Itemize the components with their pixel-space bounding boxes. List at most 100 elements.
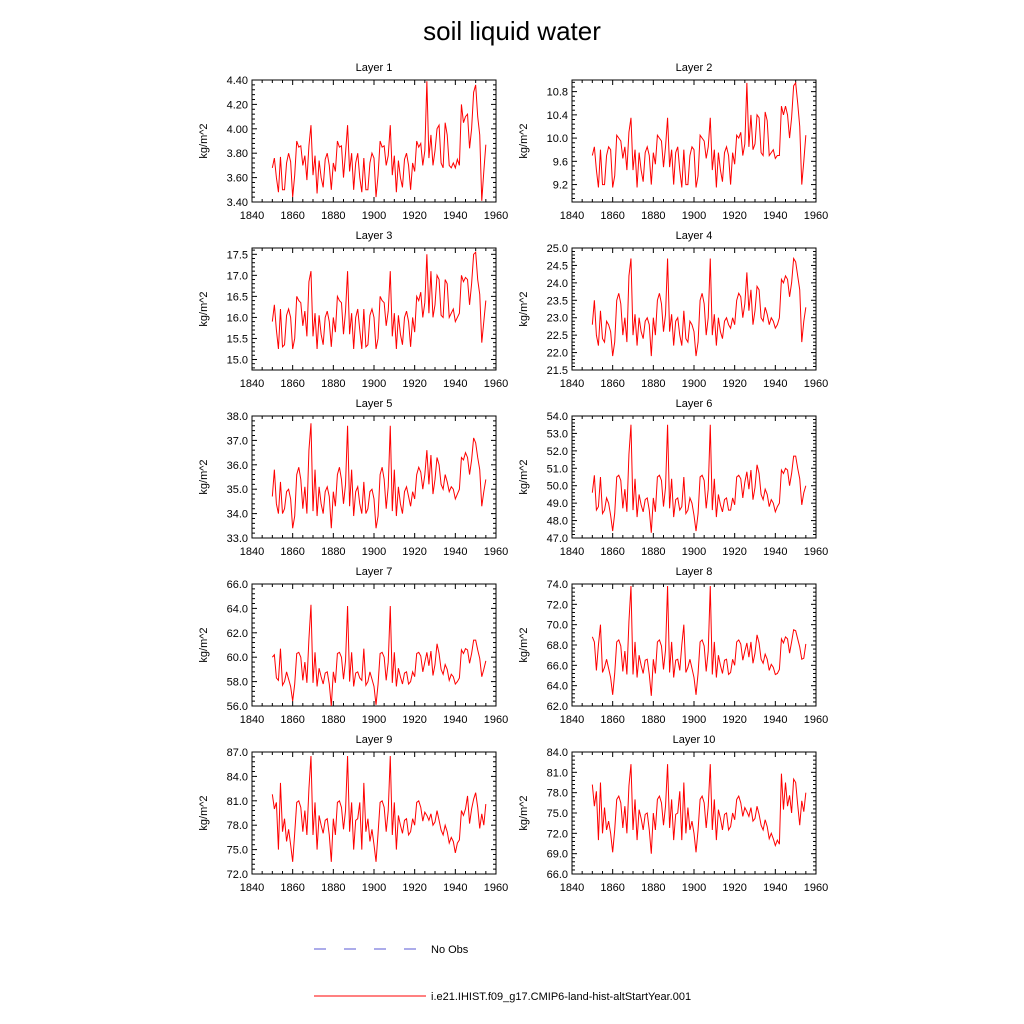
y-tick-label: 66.0: [547, 660, 568, 672]
y-axis-label: kg/m^2: [198, 291, 210, 326]
y-axis-label: kg/m^2: [198, 627, 210, 662]
y-tick-label: 48.0: [547, 516, 568, 528]
y-tick-label: 72.0: [547, 828, 568, 840]
panel-title: Layer 4: [676, 230, 713, 242]
panel-layer-8: Layer 8 kg/m^2 1840 1860 1880 1900 1920 1940 196…: [518, 566, 828, 726]
y-tick-label: 38.0: [227, 411, 248, 423]
y-tick-label: 58.0: [227, 677, 248, 689]
y-tick-label: 72.0: [227, 869, 248, 881]
x-tick-label: 1840: [240, 378, 264, 390]
y-tick-label: 3.40: [227, 197, 248, 209]
series-line: [591, 586, 807, 696]
x-tick-label: 1920: [402, 714, 426, 726]
x-tick-label: 1920: [722, 210, 746, 222]
y-tick-label: 51.0: [547, 463, 568, 475]
series-line: [591, 81, 807, 188]
y-tick-label: 16.5: [227, 291, 248, 303]
y-tick-label: 66.0: [547, 869, 568, 881]
x-tick-label: 1960: [804, 210, 828, 222]
x-tick-label: 1940: [443, 378, 467, 390]
y-tick-label: 22.0: [547, 348, 568, 360]
x-tick-label: 1940: [763, 714, 787, 726]
y-tick-label: 3.80: [227, 148, 248, 160]
y-tick-label: 81.0: [547, 767, 568, 779]
y-tick-label: 68.0: [547, 640, 568, 652]
x-tick-label: 1860: [280, 546, 304, 558]
x-tick-label: 1900: [682, 882, 706, 894]
panel-layer-10: Layer 10 kg/m^2 1840 1860 1880 1900 1920 1940 19…: [518, 734, 828, 894]
x-tick-label: 1860: [280, 210, 304, 222]
y-tick-label: 10.8: [547, 87, 568, 99]
panel-title: Layer 6: [676, 398, 713, 410]
y-tick-label: 54.0: [547, 411, 568, 423]
x-tick-label: 1880: [641, 546, 665, 558]
series-line: [271, 251, 487, 350]
x-tick-label: 1840: [240, 882, 264, 894]
panel-title: Layer 8: [676, 566, 713, 578]
y-tick-label: 78.0: [547, 788, 568, 800]
y-tick-label: 34.0: [227, 509, 248, 521]
y-tick-label: 24.5: [547, 260, 568, 272]
panel-layer-4: Layer 4 kg/m^2 1840 1860 1880 1900 1920 1940 196…: [518, 230, 828, 390]
y-tick-label: 25.0: [547, 243, 568, 255]
panel-layer-7: Layer 7 kg/m^2 1840 1860 1880 1900 1920 1940 196…: [198, 566, 508, 726]
y-tick-label: 21.5: [547, 365, 568, 377]
series-line: [271, 81, 487, 201]
legend-label-model: i.e21.IHIST.f09_g17.CMIP6-land-hist-altS…: [431, 991, 691, 1003]
series-line: [271, 604, 487, 707]
x-tick-label: 1840: [240, 714, 264, 726]
x-tick-label: 1940: [763, 546, 787, 558]
plot-frame: [251, 79, 497, 203]
y-tick-label: 62.0: [227, 628, 248, 640]
y-tick-label: 87.0: [227, 747, 248, 759]
y-tick-label: 64.0: [547, 681, 568, 693]
y-tick-label: 23.5: [547, 295, 568, 307]
y-tick-label: 84.0: [227, 771, 248, 783]
y-axis-label: kg/m^2: [198, 123, 210, 158]
x-tick-label: 1880: [321, 546, 345, 558]
x-tick-label: 1860: [600, 882, 624, 894]
y-tick-label: 3.60: [227, 173, 248, 185]
panel-title: Layer 9: [356, 734, 393, 746]
y-tick-label: 81.0: [227, 796, 248, 808]
x-tick-label: 1860: [280, 714, 304, 726]
y-tick-label: 10.4: [547, 110, 568, 122]
y-tick-label: 33.0: [227, 533, 248, 545]
y-tick-label: 15.0: [227, 354, 248, 366]
x-tick-label: 1960: [804, 882, 828, 894]
x-tick-label: 1840: [560, 210, 584, 222]
x-tick-label: 1880: [321, 882, 345, 894]
panel-title: Layer 2: [676, 62, 713, 74]
x-tick-label: 1880: [641, 714, 665, 726]
x-tick-label: 1940: [443, 714, 467, 726]
x-tick-label: 1840: [560, 546, 584, 558]
panel-title: Layer 7: [356, 566, 393, 578]
y-tick-label: 84.0: [547, 747, 568, 759]
x-tick-label: 1920: [722, 546, 746, 558]
x-tick-label: 1920: [722, 882, 746, 894]
y-tick-label: 56.0: [227, 701, 248, 713]
x-tick-label: 1940: [443, 882, 467, 894]
panel-title: Layer 3: [356, 230, 393, 242]
panel-layer-6: Layer 6 kg/m^2 1840 1860 1880 1900 1920 1940 196…: [518, 398, 828, 558]
x-tick-label: 1840: [240, 210, 264, 222]
x-tick-label: 1960: [484, 546, 508, 558]
y-tick-label: 10.0: [547, 133, 568, 145]
x-tick-label: 1900: [362, 546, 386, 558]
x-tick-label: 1860: [600, 546, 624, 558]
x-tick-label: 1960: [484, 210, 508, 222]
y-axis-label: kg/m^2: [198, 795, 210, 830]
x-tick-label: 1900: [362, 378, 386, 390]
x-tick-label: 1960: [804, 546, 828, 558]
y-tick-label: 75.0: [547, 808, 568, 820]
y-tick-label: 24.0: [547, 278, 568, 290]
y-tick-label: 36.0: [227, 460, 248, 472]
y-tick-label: 15.5: [227, 333, 248, 345]
plot-frame: [251, 415, 497, 539]
x-tick-label: 1940: [763, 882, 787, 894]
y-tick-label: 17.5: [227, 249, 248, 261]
panel-layer-3: Layer 3 kg/m^2 1840 1860 1880 1900 1920 1940 196…: [198, 230, 508, 390]
y-tick-label: 22.5: [547, 330, 568, 342]
figure-title: soil liquid water: [423, 16, 601, 46]
